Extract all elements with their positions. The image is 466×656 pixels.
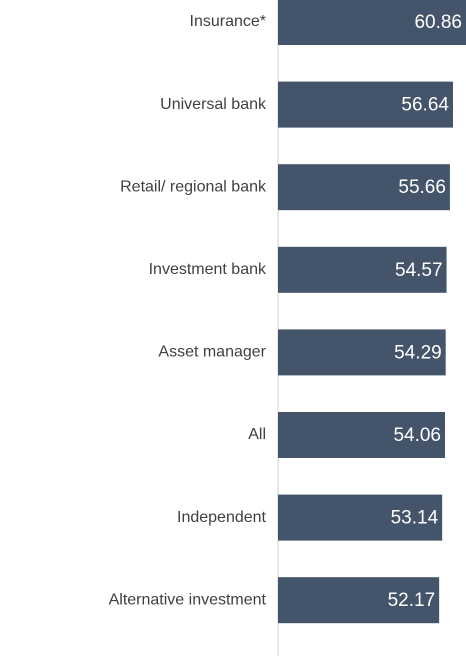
value-label: 52.17	[388, 590, 436, 611]
value-label: 53.14	[391, 508, 439, 529]
value-label: 60.86	[414, 12, 462, 33]
bar	[278, 577, 440, 624]
category-label: Independent	[177, 509, 267, 526]
category-label: Insurance*	[190, 13, 267, 30]
category-label: Retail/ regional bank	[120, 178, 267, 195]
value-label: 54.29	[394, 342, 442, 363]
bar	[278, 329, 446, 376]
bar	[278, 412, 445, 458]
bar	[278, 0, 466, 45]
bar	[278, 164, 450, 211]
category-label: Alternative investment	[109, 591, 267, 608]
bar	[278, 494, 443, 541]
category-label: All	[248, 426, 266, 443]
category-label: Investment bank	[149, 261, 267, 278]
category-label: Asset manager	[158, 344, 266, 361]
value-label: 56.64	[401, 95, 449, 116]
value-label: 54.06	[393, 425, 441, 446]
bar	[278, 246, 447, 293]
value-label: 55.66	[398, 177, 446, 198]
bar	[278, 81, 453, 128]
category-label: Universal bank	[160, 96, 267, 113]
value-label: 54.57	[395, 260, 443, 281]
